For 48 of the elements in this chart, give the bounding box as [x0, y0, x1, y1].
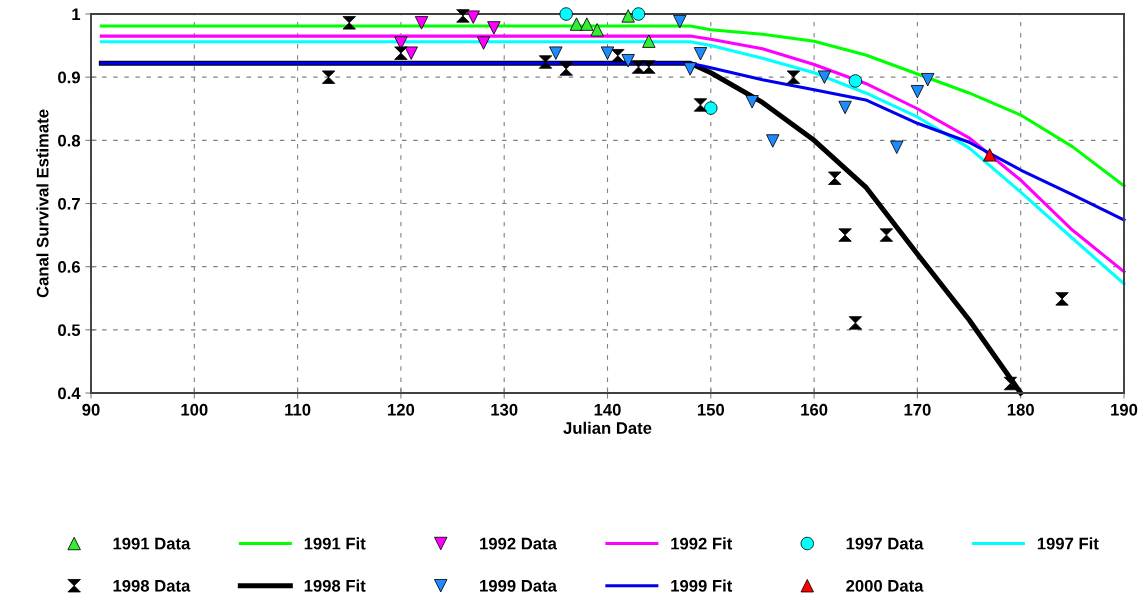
y-tick-label: 0.6: [58, 261, 80, 273]
point: [848, 316, 863, 330]
legend-label: 1998 Fit: [304, 579, 366, 592]
x-tick-label: 160: [801, 403, 828, 416]
point: [321, 70, 336, 84]
point: [559, 62, 573, 76]
point: [1055, 292, 1069, 306]
line-series: [99, 61, 1126, 222]
legend-label: 1997 Fit: [1037, 537, 1099, 550]
x-tick-label: 90: [82, 403, 100, 416]
point: [1003, 376, 1018, 391]
y-tick-label: 0.8: [58, 134, 81, 147]
x-tick-label: 140: [594, 403, 621, 416]
point: [456, 9, 470, 23]
x-tick-label: 130: [491, 403, 518, 416]
y-tick-label: 0.5: [58, 324, 81, 337]
legend-label: 1998 Data: [113, 579, 191, 592]
y-tick-label: 0.4: [58, 387, 81, 400]
x-tick-label: 170: [904, 403, 931, 416]
point: [642, 60, 656, 74]
y-tick-label: 1: [72, 8, 81, 21]
point: [879, 228, 894, 242]
point: [611, 49, 625, 63]
legend-label: 1999 Fit: [671, 579, 733, 592]
legend-label: 2000 Data: [846, 579, 924, 592]
x-tick-label: 100: [181, 403, 208, 416]
y-axis-title: Canal Survival Estimate: [36, 109, 49, 298]
x-tick-label: 150: [697, 403, 725, 416]
x-tick-label: 180: [1007, 403, 1034, 416]
legend-label: 1991 Fit: [304, 537, 366, 550]
point: [693, 98, 708, 112]
x-tick-label: 110: [285, 403, 311, 416]
legend-label: 1992 Fit: [671, 537, 733, 550]
point: [786, 70, 801, 84]
point: [394, 46, 408, 60]
legend-label: 1992 Data: [480, 537, 557, 550]
y-tick-label: 0.9: [58, 71, 80, 84]
legend-label: 1991 Data: [113, 537, 191, 550]
point: [828, 171, 842, 185]
x-tick-label: 120: [388, 403, 415, 416]
y-tick-label: 0.7: [58, 197, 80, 210]
point: [342, 16, 356, 30]
point: [838, 228, 852, 242]
line-series: [99, 24, 1126, 188]
legend-label: 1999 Data: [480, 579, 557, 592]
legend-label: 1997 Data: [846, 537, 924, 550]
x-axis-title: Julian Date: [563, 421, 652, 434]
x-tick-label: 190: [1111, 403, 1138, 416]
